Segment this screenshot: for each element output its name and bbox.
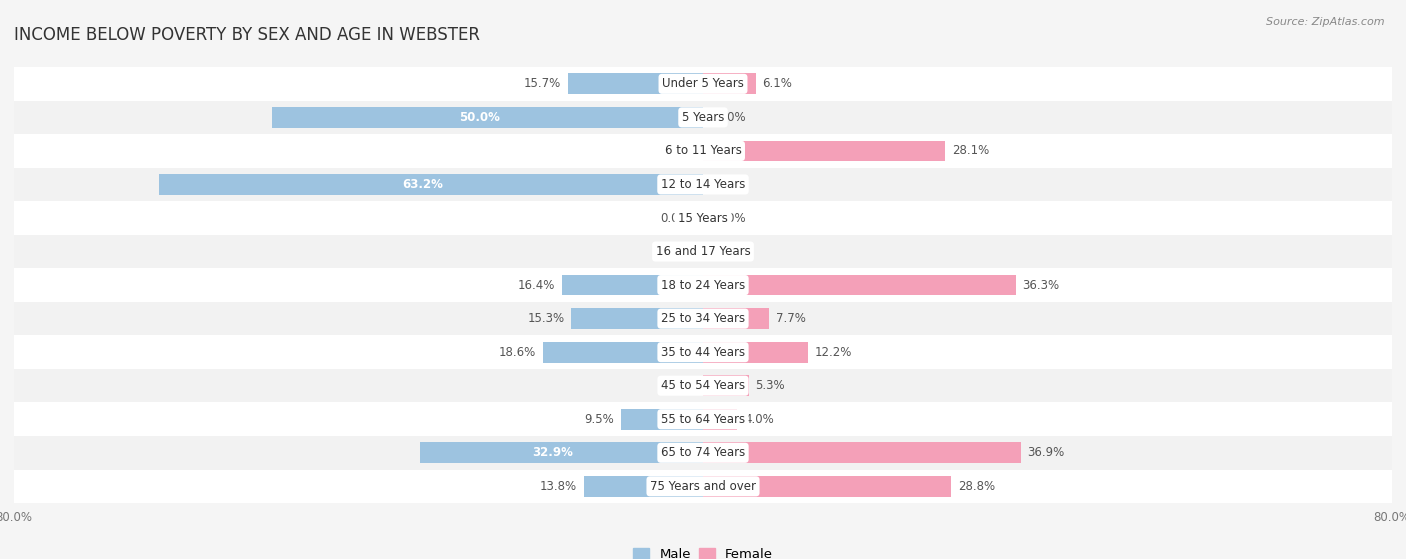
Bar — [703, 375, 748, 396]
Bar — [159, 174, 703, 195]
Text: 63.2%: 63.2% — [402, 178, 443, 191]
Bar — [703, 140, 945, 162]
Text: 45 to 54 Years: 45 to 54 Years — [661, 379, 745, 392]
Text: 0.0%: 0.0% — [716, 111, 745, 124]
Bar — [14, 67, 1392, 101]
Text: 25 to 34 Years: 25 to 34 Years — [661, 312, 745, 325]
Bar — [14, 101, 1392, 134]
Text: 0.0%: 0.0% — [661, 379, 690, 392]
Bar — [14, 436, 1392, 470]
Text: 0.0%: 0.0% — [716, 211, 745, 225]
Bar — [14, 235, 1392, 268]
Text: 9.5%: 9.5% — [585, 413, 614, 426]
Bar — [14, 369, 1392, 402]
Text: 15 Years: 15 Years — [678, 211, 728, 225]
Text: Under 5 Years: Under 5 Years — [662, 77, 744, 91]
Text: 7.7%: 7.7% — [776, 312, 806, 325]
Text: 18.6%: 18.6% — [499, 345, 536, 359]
Bar — [419, 442, 703, 463]
Text: 75 Years and over: 75 Years and over — [650, 480, 756, 493]
Text: 36.3%: 36.3% — [1022, 278, 1060, 292]
Text: 4.0%: 4.0% — [744, 413, 775, 426]
Bar — [621, 409, 703, 430]
Bar — [14, 402, 1392, 436]
Text: 0.0%: 0.0% — [661, 245, 690, 258]
Bar — [14, 302, 1392, 335]
Bar — [703, 409, 738, 430]
Bar — [703, 274, 1015, 296]
Text: 32.9%: 32.9% — [533, 446, 574, 459]
Text: 35 to 44 Years: 35 to 44 Years — [661, 345, 745, 359]
Bar — [703, 308, 769, 329]
Text: 15.3%: 15.3% — [527, 312, 564, 325]
Text: 36.9%: 36.9% — [1028, 446, 1064, 459]
Text: Source: ZipAtlas.com: Source: ZipAtlas.com — [1267, 17, 1385, 27]
Text: 50.0%: 50.0% — [458, 111, 499, 124]
Text: 5 Years: 5 Years — [682, 111, 724, 124]
Bar — [14, 201, 1392, 235]
Bar — [562, 274, 703, 296]
Text: 55 to 64 Years: 55 to 64 Years — [661, 413, 745, 426]
Text: 16.4%: 16.4% — [517, 278, 555, 292]
Text: 28.8%: 28.8% — [957, 480, 995, 493]
Bar — [583, 476, 703, 497]
Bar — [14, 335, 1392, 369]
Bar — [14, 168, 1392, 201]
Text: 0.0%: 0.0% — [716, 245, 745, 258]
Bar — [14, 268, 1392, 302]
Bar — [273, 107, 703, 128]
Bar — [703, 476, 950, 497]
Bar — [543, 342, 703, 363]
Bar — [703, 442, 1021, 463]
Text: 6.1%: 6.1% — [762, 77, 793, 91]
Bar — [703, 73, 755, 94]
Text: 15.7%: 15.7% — [523, 77, 561, 91]
Text: 0.0%: 0.0% — [661, 144, 690, 158]
Text: 65 to 74 Years: 65 to 74 Years — [661, 446, 745, 459]
Bar — [14, 470, 1392, 503]
Text: 13.8%: 13.8% — [540, 480, 578, 493]
Bar — [14, 134, 1392, 168]
Text: INCOME BELOW POVERTY BY SEX AND AGE IN WEBSTER: INCOME BELOW POVERTY BY SEX AND AGE IN W… — [14, 26, 479, 44]
Bar — [571, 308, 703, 329]
Text: 18 to 24 Years: 18 to 24 Years — [661, 278, 745, 292]
Text: 6 to 11 Years: 6 to 11 Years — [665, 144, 741, 158]
Legend: Male, Female: Male, Female — [627, 543, 779, 559]
Text: 0.0%: 0.0% — [716, 178, 745, 191]
Bar — [568, 73, 703, 94]
Text: 0.0%: 0.0% — [661, 211, 690, 225]
Text: 12 to 14 Years: 12 to 14 Years — [661, 178, 745, 191]
Text: 16 and 17 Years: 16 and 17 Years — [655, 245, 751, 258]
Text: 28.1%: 28.1% — [952, 144, 990, 158]
Text: 12.2%: 12.2% — [815, 345, 852, 359]
Text: 5.3%: 5.3% — [755, 379, 785, 392]
Bar — [703, 342, 808, 363]
